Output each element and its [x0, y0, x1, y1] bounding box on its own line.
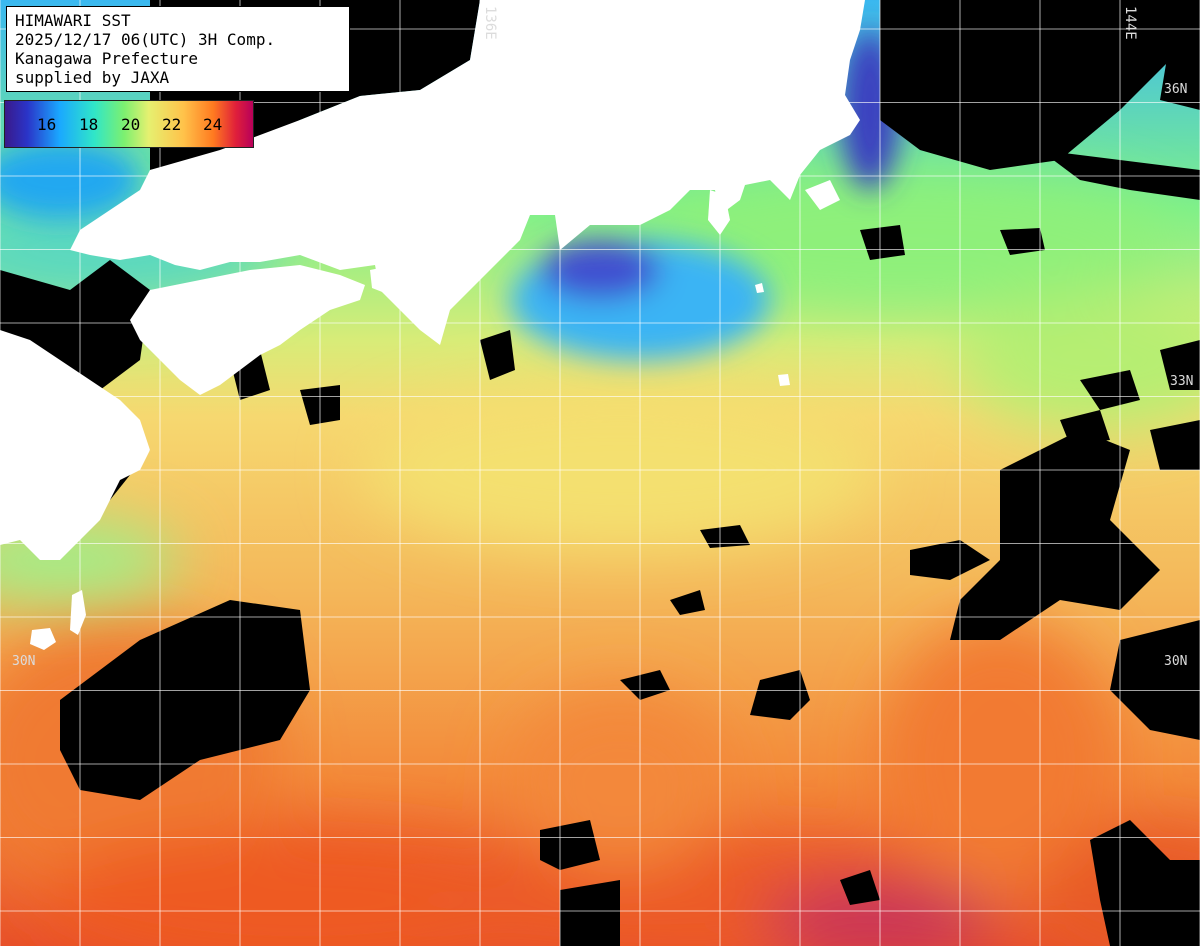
- color-legend: 16 18 20 22 24: [4, 100, 254, 148]
- legend-tick-20: 20: [121, 115, 141, 134]
- title-line-1: HIMAWARI SST: [15, 11, 131, 30]
- lat-label-30n-left: 30N: [12, 654, 36, 669]
- title-line-2: 2025/12/17 06(UTC) 3H Comp.: [15, 30, 276, 49]
- shikoku: [130, 265, 365, 395]
- lat-label-30n-right: 30N: [1164, 654, 1188, 669]
- legend-tick-24: 24: [203, 115, 223, 134]
- honshu: [70, 0, 865, 345]
- lat-label-33n: 33N: [1170, 374, 1194, 389]
- yakushima: [30, 628, 56, 650]
- title-line-3: Kanagawa Prefecture: [15, 49, 199, 68]
- title-box: HIMAWARI SST 2025/12/17 06(UTC) 3H Comp.…: [6, 6, 350, 92]
- legend-tick-22: 22: [162, 115, 182, 134]
- tanegashima: [70, 590, 86, 635]
- legend-tick-18: 18: [79, 115, 99, 134]
- izu-peninsula: [708, 190, 730, 235]
- osaka-bay-island: [370, 265, 405, 295]
- lon-label-136e: 136E: [482, 6, 498, 40]
- hachijo: [778, 374, 790, 386]
- boso-tip: [805, 180, 840, 210]
- lat-label-36n: 36N: [1164, 82, 1188, 97]
- title-line-4: supplied by JAXA: [15, 68, 170, 87]
- izu-island: [755, 283, 764, 293]
- lon-label-144e: 144E: [1122, 6, 1138, 40]
- warm-patches: [0, 620, 1200, 946]
- kyushu: [0, 330, 150, 560]
- legend-tick-16: 16: [37, 115, 57, 134]
